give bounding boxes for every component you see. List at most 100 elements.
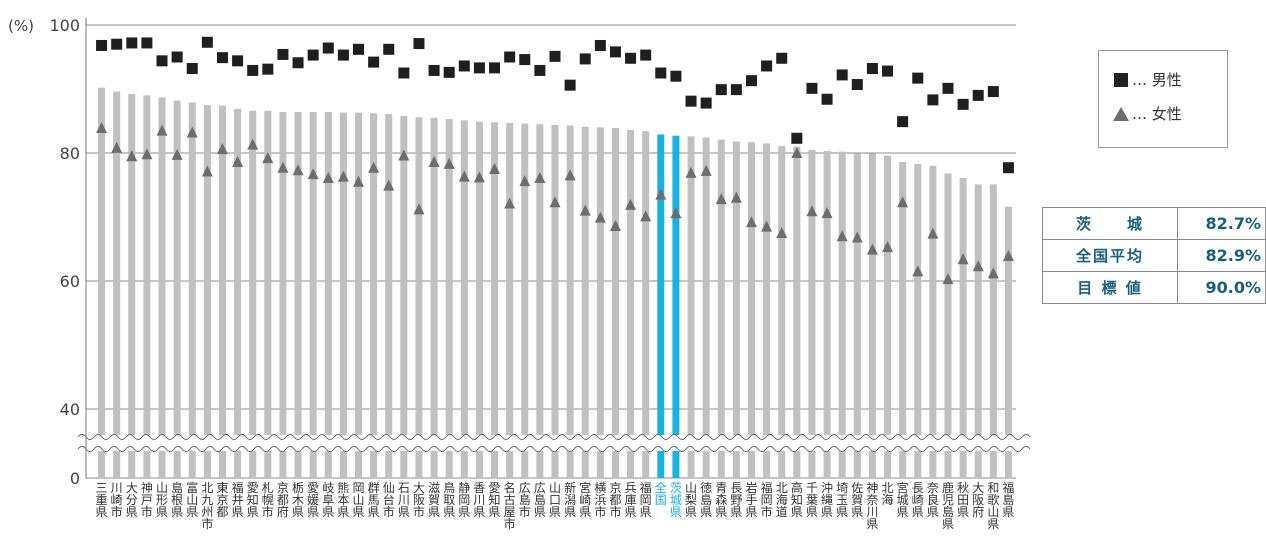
y-tick-label: 0	[70, 469, 80, 488]
male-marker	[685, 95, 697, 107]
male-marker	[851, 79, 863, 91]
female-marker	[957, 253, 969, 265]
bar	[838, 151, 846, 478]
bar	[234, 108, 242, 478]
x-tick-label: 愛知県	[247, 481, 259, 519]
male-marker	[458, 60, 470, 72]
male-marker	[292, 57, 304, 69]
x-tick-label: 福井県	[232, 480, 244, 519]
female-marker	[655, 188, 667, 200]
x-tick-label: 広島市	[519, 481, 531, 519]
x-tick-label: 長野県	[730, 481, 742, 519]
x-tick-label: 秋田県	[957, 481, 969, 519]
chart: 100 80 60 40 0 (%) 三重県川崎市大分県神戸市山形県島根県富山県北九州市東…	[8, 16, 1030, 531]
x-labels: 三重県川崎市大分県神戸市山形県島根県富山県北九州市東京都福井県愛知県札幌市京都府…	[96, 480, 1015, 531]
y-tick-label: 60	[60, 272, 80, 291]
female-marker	[730, 191, 742, 203]
x-tick-label: 香川県	[473, 481, 485, 519]
bar	[264, 110, 272, 478]
x-tick-label: 栃木県	[292, 481, 304, 519]
female-marker	[625, 198, 637, 210]
male-marker	[655, 67, 667, 79]
male-marker	[1002, 162, 1014, 174]
x-tick-label: 山形県	[156, 481, 168, 519]
female-marker	[458, 170, 470, 182]
male-marker	[489, 62, 501, 74]
bars	[98, 87, 1012, 479]
bar	[717, 139, 725, 478]
bar	[158, 97, 166, 478]
summary-label: 目 標 値	[1042, 271, 1178, 304]
male-marker	[972, 89, 984, 101]
bar	[355, 112, 363, 479]
legend-female-label: … 女性	[1132, 105, 1182, 123]
x-tick-label: 奈良県	[927, 481, 939, 519]
x-tick-label: 和歌山県	[987, 481, 999, 531]
male-marker	[156, 55, 168, 67]
male-marker	[247, 64, 259, 76]
square-icon	[1113, 71, 1129, 89]
male-marker	[579, 53, 591, 65]
bar	[339, 112, 347, 479]
x-tick-label: 埼玉県	[836, 481, 848, 519]
male-marker	[126, 37, 138, 49]
x-tick-label: 茨城県	[670, 481, 682, 519]
female-marker	[640, 210, 652, 222]
male-marker	[473, 62, 485, 74]
bar	[793, 146, 801, 478]
male-marker	[519, 54, 531, 66]
bar	[974, 184, 982, 479]
markers	[96, 36, 1014, 285]
bar	[521, 123, 529, 478]
y-unit-label: (%)	[8, 17, 34, 35]
female-marker	[776, 227, 788, 238]
male-marker	[201, 36, 213, 48]
summary-value: 82.9%	[1176, 239, 1266, 272]
bar	[596, 127, 604, 479]
bar	[143, 95, 151, 479]
male-marker	[866, 63, 878, 75]
x-tick-label: 島根県	[171, 480, 183, 519]
x-tick-label: 鳥取県	[443, 480, 455, 519]
male-marker	[821, 93, 833, 105]
x-tick-label: 福岡市	[761, 480, 773, 519]
x-tick-label: 宮崎県	[579, 480, 591, 519]
male-marker	[987, 86, 999, 98]
female-marker	[927, 227, 939, 239]
bar	[672, 135, 680, 478]
x-tick-label: 群馬県	[368, 481, 380, 519]
x-tick-label: 富山県	[186, 480, 198, 519]
female-marker	[912, 265, 924, 277]
female-marker	[201, 165, 213, 177]
x-tick-label: 山口県	[549, 481, 561, 519]
male-marker	[534, 64, 546, 76]
bar	[884, 155, 892, 478]
female-marker	[126, 150, 138, 162]
bar	[430, 117, 438, 479]
bar	[853, 153, 861, 478]
male-marker	[262, 63, 274, 75]
x-tick-label: 神奈川県	[866, 481, 878, 531]
male-marker	[504, 51, 516, 63]
female-marker	[866, 243, 878, 255]
male-marker	[625, 52, 637, 64]
bar	[899, 161, 907, 478]
summary-label: 全国平均	[1042, 239, 1178, 272]
x-tick-label: 北海道	[776, 481, 788, 519]
bar	[914, 163, 922, 478]
x-tick-label: 千葉県	[806, 481, 818, 519]
male-marker	[307, 49, 319, 61]
x-tick-label: 新潟県	[564, 480, 576, 519]
male-marker	[594, 39, 606, 51]
female-marker	[700, 164, 712, 176]
x-tick-label: 宮城県	[897, 480, 909, 519]
female-marker	[262, 152, 274, 164]
x-tick-label: 石川県	[398, 481, 410, 519]
x-tick-label: 北九州市	[201, 481, 213, 531]
male-marker	[186, 63, 198, 75]
x-tick-label: 北海	[882, 481, 894, 507]
x-tick-label: 兵庫県	[625, 481, 637, 519]
female-marker	[594, 211, 606, 223]
female-marker	[836, 230, 848, 242]
legend-male-label: … 男性	[1132, 71, 1182, 89]
